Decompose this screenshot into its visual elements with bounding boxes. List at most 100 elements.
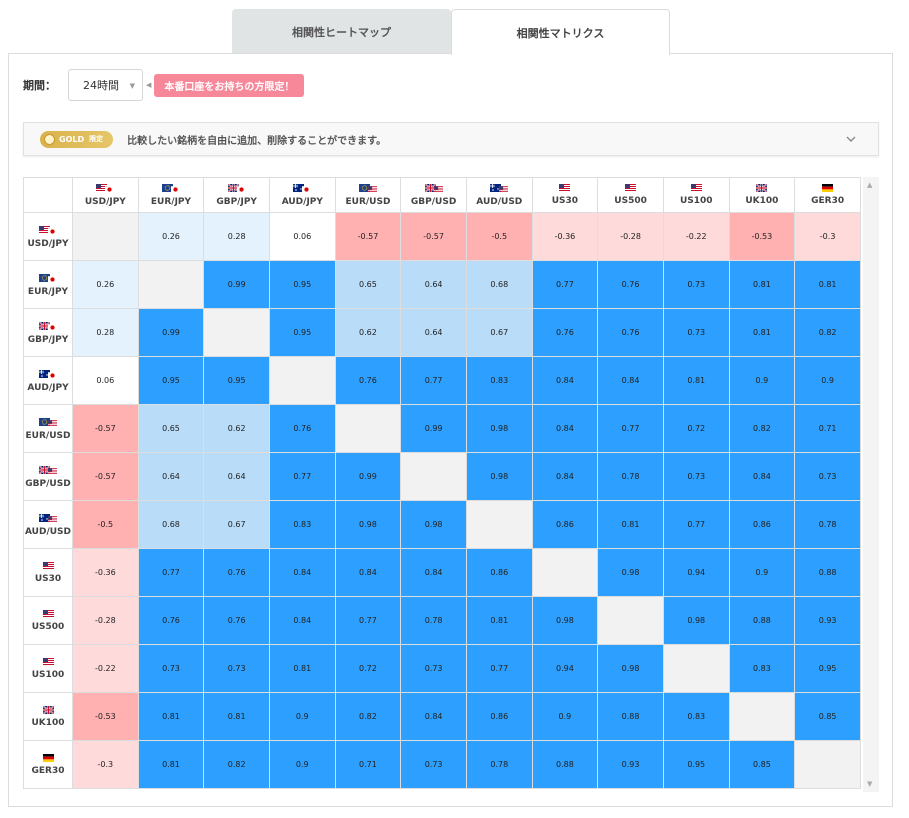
correlation-cell: 0.98 — [662, 596, 730, 645]
us-flag-icon — [42, 561, 54, 570]
period-select[interactable]: 24時間 ▼ — [68, 69, 143, 101]
column-header: EUR/JPY — [137, 177, 205, 213]
flag-icon — [467, 183, 532, 193]
correlation-cell: 0.93 — [597, 740, 664, 789]
correlation-cell: 0.82 — [794, 308, 861, 357]
matrix-row: GBP/JPY 0.28 0.99 0.95 0.62 0.64 0.67 0.76 0.76 0… — [23, 308, 861, 357]
triangle-left-icon: ◀ — [146, 81, 152, 89]
gold-description: 比較したい銘柄を自由に追加、削除することができます。 — [127, 135, 387, 147]
column-header-label: GBP/JPY — [216, 197, 257, 207]
us-flag-icon — [625, 184, 637, 192]
tab-correlation-matrix[interactable]: 相関性マトリクス — [451, 9, 670, 55]
correlation-cell: -0.53 — [728, 212, 796, 261]
column-header-label: USD/JPY — [84, 197, 126, 207]
correlation-cell: 0.78 — [597, 452, 664, 501]
correlation-cell: 0.95 — [137, 356, 205, 405]
tab-correlation-heatmap[interactable]: 相関性ヒートマップ — [232, 9, 451, 54]
scrollbar[interactable]: ▲ ▼ — [863, 177, 879, 792]
correlation-cell: 0.99 — [334, 452, 402, 501]
jp-flag-icon — [48, 227, 57, 235]
correlation-cell: 0.64 — [400, 308, 467, 357]
column-header: USD/JPY — [72, 177, 139, 213]
correlation-cell: 0.81 — [137, 740, 205, 789]
correlation-cell: 0.98 — [334, 500, 402, 549]
eu-flag-icon — [358, 184, 370, 192]
chevron-down-icon[interactable] — [844, 132, 858, 146]
scroll-down-icon[interactable]: ▼ — [867, 780, 873, 788]
correlation-cell: 0.86 — [465, 548, 533, 597]
au-flag-icon — [490, 184, 502, 192]
correlation-cell: 0.76 — [137, 596, 205, 645]
correlation-cell: 0.76 — [268, 404, 336, 453]
matrix-row: US500 -0.28 0.76 0.76 0.84 0.77 0.78 0.81 0.98 0.… — [23, 596, 861, 645]
correlation-cell: 0.88 — [728, 596, 796, 645]
correlation-cell: 0.99 — [203, 260, 270, 309]
correlation-cell: 0.73 — [662, 260, 730, 309]
column-header-label: US30 — [551, 196, 579, 206]
row-header-label: GBP/USD — [25, 478, 71, 489]
correlation-cell: 0.84 — [728, 452, 796, 501]
gold-badge-sub: 限定 — [89, 135, 104, 143]
column-header-label: GBP/USD — [410, 197, 457, 207]
row-header: GBP/JPY — [23, 308, 73, 357]
scroll-up-icon[interactable]: ▲ — [867, 181, 873, 189]
correlation-cell: 0.77 — [137, 548, 205, 597]
correlation-cell: 0.84 — [400, 692, 467, 741]
column-header: GBP/JPY — [203, 177, 270, 213]
correlation-cell: 0.84 — [334, 548, 402, 597]
column-header-label: US500 — [614, 196, 647, 206]
correlation-cell: 0.26 — [137, 212, 205, 261]
correlation-cell: -0.57 — [334, 212, 402, 261]
de-flag-icon — [42, 753, 54, 762]
eu-flag-icon — [39, 273, 50, 282]
column-header-label: GER30 — [811, 196, 845, 206]
correlation-cell: 0.71 — [794, 404, 861, 453]
uk-flag-icon — [756, 184, 768, 192]
gold-coin-icon — [44, 133, 55, 145]
column-header-label: US100 — [679, 196, 713, 206]
column-header: AUD/USD — [465, 177, 533, 213]
au-flag-icon — [39, 369, 50, 378]
column-header: EUR/USD — [334, 177, 402, 213]
correlation-cell: 0.65 — [137, 404, 205, 453]
row-header-label: AUD/USD — [24, 526, 71, 537]
matrix-row: EUR/JPY 0.26 0.99 0.95 0.65 0.64 0.68 0.77 0.76 0… — [23, 260, 861, 309]
row-header: AUD/JPY — [23, 356, 73, 405]
correlation-cell: 0.81 — [794, 260, 861, 309]
jp-flag-icon — [48, 323, 57, 331]
correlation-cell: 0.9 — [531, 692, 599, 741]
correlation-cell: 0.81 — [203, 692, 270, 741]
diagonal-cell — [203, 308, 270, 357]
correlation-cell: 0.65 — [334, 260, 402, 309]
row-header-label: GER30 — [31, 765, 65, 776]
correlation-cell: 0.72 — [662, 404, 730, 453]
correlation-cell: -0.5 — [72, 500, 139, 549]
chevron-down-icon: ▼ — [129, 82, 135, 90]
flag-icon — [795, 184, 860, 192]
correlation-cell: 0.68 — [465, 260, 533, 309]
us-flag-icon — [367, 186, 377, 193]
correlation-cell: 0.28 — [72, 308, 139, 357]
correlation-cell: -0.22 — [72, 644, 139, 693]
correlation-cell: 0.73 — [662, 308, 730, 357]
diagonal-cell — [662, 644, 730, 693]
matrix-scroll-area[interactable]: USD/JPY EUR/JPY GBP/JPY AUD/JPY EUR/USD GBP/U… — [23, 177, 879, 792]
correlation-cell: -0.22 — [662, 212, 730, 261]
correlation-cell: 0.06 — [268, 212, 336, 261]
correlation-cell: 0.73 — [137, 644, 205, 693]
correlation-cell: 0.95 — [662, 740, 730, 789]
flag-icon — [336, 183, 401, 193]
correlation-cell: -0.3 — [72, 740, 139, 789]
correlation-cell: 0.84 — [268, 548, 336, 597]
au-flag-icon — [39, 513, 50, 522]
correlation-matrix: USD/JPY EUR/JPY GBP/JPY AUD/JPY EUR/USD GBP/U… — [23, 177, 861, 789]
correlation-cell: 0.77 — [334, 596, 402, 645]
flag-icon — [24, 513, 72, 523]
matrix-row: GER30 -0.3 0.81 0.82 0.9 0.71 0.73 0.78 0.88 0.93… — [23, 740, 861, 789]
correlation-cell: 0.88 — [597, 692, 664, 741]
correlation-cell: 0.95 — [268, 260, 336, 309]
gold-feature-bar[interactable]: GOLD 限定 比較したい銘柄を自由に追加、削除することができます。 — [23, 122, 879, 156]
correlation-cell: 0.81 — [662, 356, 730, 405]
diagonal-cell — [794, 740, 861, 789]
us-flag-icon — [48, 419, 57, 427]
